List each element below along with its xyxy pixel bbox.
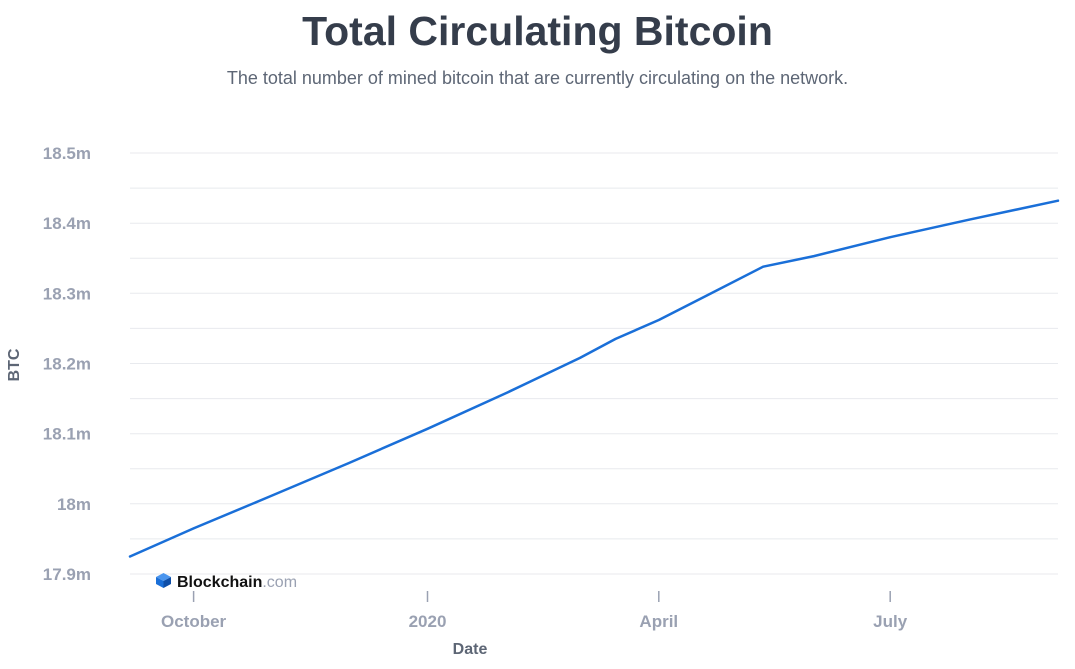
y-tick-label: 18m: [57, 495, 91, 514]
series-layer: [128, 199, 1060, 558]
data-point: [762, 265, 765, 268]
x-tick-label: April: [639, 612, 678, 631]
cube-icon: [155, 572, 172, 594]
data-point: [1057, 199, 1059, 202]
x-axis-ticks: October 2020 April July: [161, 591, 908, 631]
series-line: [128, 199, 1060, 558]
brand-suffix: .com: [262, 574, 298, 591]
data-point: [706, 294, 709, 297]
data-point: [192, 527, 195, 530]
grid-lines: [130, 152, 1058, 575]
x-tick-label: October: [161, 612, 227, 631]
y-axis-labels: 18.5m 18.4m 18.3m 18.2m 18.1m 18m 17.9m: [43, 144, 91, 584]
data-point: [889, 236, 892, 239]
y-tick-label: 18.2m: [43, 355, 91, 374]
data-point: [426, 427, 429, 430]
data-point: [614, 337, 617, 340]
data-point: [579, 356, 581, 359]
data-point: [129, 555, 131, 558]
y-axis-title: BTC: [6, 348, 23, 381]
y-tick-label: 17.9m: [43, 565, 91, 584]
y-tick-label: 18.1m: [43, 425, 91, 444]
data-point: [505, 392, 508, 394]
x-tick-label: July: [873, 612, 908, 631]
chart-title: Total Circulating Bitcoin: [302, 8, 773, 54]
brand-name: Blockchain: [177, 574, 263, 591]
y-tick-label: 18.4m: [43, 214, 91, 233]
x-tick-label: 2020: [409, 612, 447, 631]
y-tick-label: 18.5m: [43, 144, 91, 163]
y-tick-label: 18.3m: [43, 284, 91, 303]
x-axis-title: Date: [453, 641, 488, 658]
data-point: [347, 462, 350, 465]
brand-logo: Blockchain .com: [155, 572, 297, 594]
data-point: [657, 319, 660, 321]
chart-subtitle: The total number of mined bitcoin that a…: [226, 68, 849, 88]
data-point: [271, 494, 274, 497]
data-point: [812, 255, 815, 258]
data-point: [968, 218, 970, 221]
